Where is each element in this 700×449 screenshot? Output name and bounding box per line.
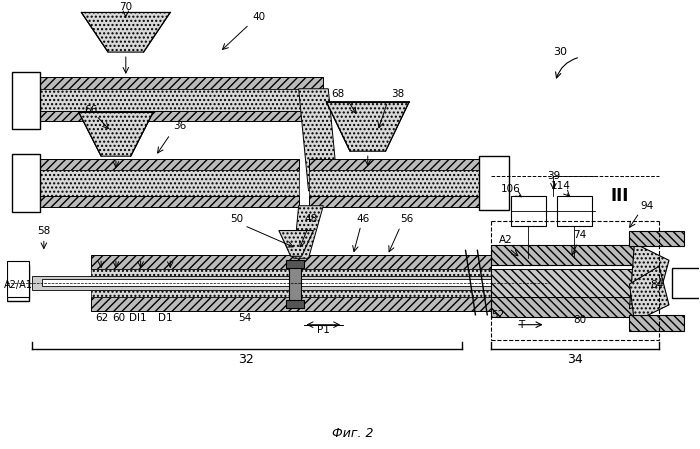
Bar (91, 269, 491, 297)
Text: P1: P1 (317, 325, 330, 335)
Bar (42, 279, 521, 286)
Bar (309, 196, 482, 207)
Bar (557, 196, 592, 225)
Text: 36: 36 (174, 121, 187, 132)
Bar (286, 300, 304, 308)
Text: Фиг. 2: Фиг. 2 (332, 427, 374, 440)
Polygon shape (629, 243, 669, 309)
Bar (629, 230, 684, 247)
Bar (37, 170, 299, 196)
Bar (37, 110, 323, 122)
Text: T: T (518, 320, 524, 330)
Polygon shape (279, 230, 314, 256)
Bar (289, 263, 300, 303)
Text: 62: 62 (95, 313, 108, 323)
Polygon shape (326, 101, 410, 151)
Bar (491, 246, 634, 265)
Text: 84: 84 (650, 280, 664, 290)
Text: 40: 40 (253, 13, 266, 22)
Bar (491, 297, 634, 317)
Text: A2: A2 (499, 235, 513, 246)
Text: 39: 39 (547, 171, 560, 181)
Text: 66: 66 (85, 105, 98, 114)
Text: 48: 48 (305, 214, 318, 224)
Text: 114: 114 (550, 181, 570, 191)
Text: 46: 46 (356, 214, 370, 224)
Polygon shape (78, 112, 153, 156)
Polygon shape (81, 13, 170, 52)
Text: A2/A1: A2/A1 (4, 280, 33, 290)
Text: DI1: DI1 (129, 313, 146, 323)
Bar (37, 77, 323, 89)
Bar (12, 72, 40, 129)
Text: 56: 56 (400, 214, 414, 224)
Text: 38: 38 (391, 89, 404, 99)
Bar (91, 297, 491, 311)
Text: 70: 70 (119, 3, 132, 13)
Text: 94: 94 (640, 201, 654, 211)
Bar (629, 315, 684, 330)
Text: 68: 68 (332, 89, 345, 99)
Bar (37, 159, 299, 170)
Bar (91, 255, 491, 269)
Bar (309, 170, 482, 196)
Bar (672, 268, 700, 298)
Bar (309, 159, 482, 170)
Text: 74: 74 (573, 230, 587, 241)
Text: III: III (610, 187, 629, 205)
Bar (7, 265, 29, 301)
Text: 34: 34 (567, 353, 583, 366)
Text: D1: D1 (158, 313, 173, 323)
Bar (286, 260, 304, 268)
Text: 52: 52 (491, 310, 505, 320)
Text: 32: 32 (239, 353, 254, 366)
Text: 106: 106 (501, 184, 521, 194)
Text: 58: 58 (37, 225, 50, 236)
Bar (491, 269, 634, 297)
Text: 50: 50 (230, 214, 243, 224)
Text: 30: 30 (553, 47, 567, 57)
Text: 80: 80 (573, 315, 587, 325)
Bar (511, 196, 545, 225)
Bar (32, 276, 521, 290)
Bar (480, 156, 509, 210)
Bar (37, 89, 323, 110)
Text: 60: 60 (112, 313, 125, 323)
Polygon shape (629, 266, 669, 322)
Bar (12, 154, 40, 211)
Polygon shape (294, 206, 323, 258)
Polygon shape (299, 89, 338, 191)
Bar (7, 261, 29, 297)
Bar (37, 196, 299, 207)
Text: 54: 54 (238, 313, 251, 323)
